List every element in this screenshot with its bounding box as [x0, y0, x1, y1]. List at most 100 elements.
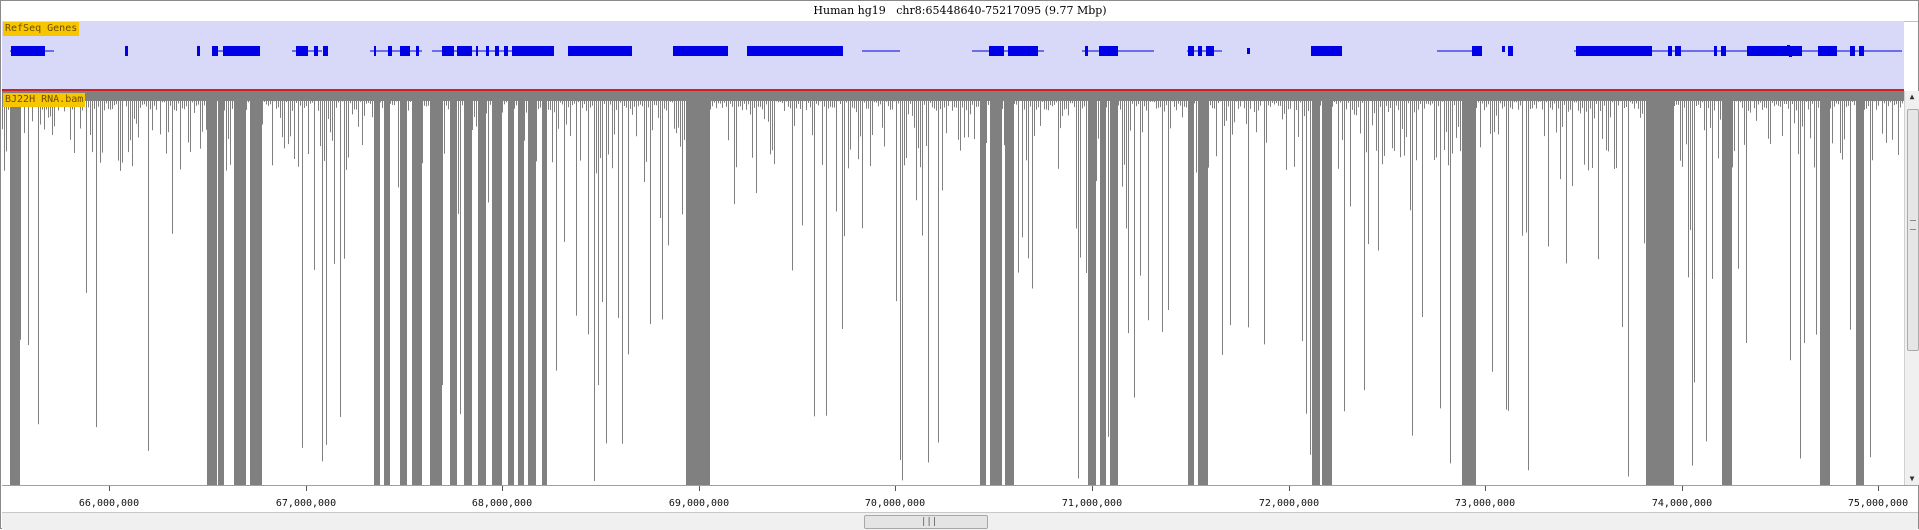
- title-bar: Human hg19 chr8:65448640-75217095 (9.77 …: [2, 2, 1918, 22]
- coordinate-ruler: 66,000,000 67,000,000 68,000,000 69,000,000…: [2, 485, 1918, 513]
- gene-exon: [1668, 46, 1672, 56]
- ruler-tick-label: 71,000,000: [1061, 498, 1123, 509]
- ruler-tick-label: 69,000,000: [668, 498, 730, 509]
- gene-exon: [504, 46, 508, 56]
- gene-exon: [416, 46, 419, 56]
- coverage-dense-region: [1462, 91, 1476, 485]
- coverage-dense-region: [518, 91, 524, 485]
- coverage-dense-region: [990, 91, 1002, 485]
- ruler-tick: [306, 486, 307, 491]
- gene-exon: [495, 46, 499, 56]
- gene-exon: [1576, 46, 1652, 56]
- coverage-dense-region: [980, 91, 986, 485]
- coverage-dense-region: [450, 91, 457, 485]
- ruler-tick-label: 73,000,000: [1454, 498, 1516, 509]
- grip-icon: |||: [921, 517, 938, 527]
- coverage-histogram: [2, 91, 1904, 485]
- gene-exon: [486, 46, 489, 56]
- ruler-tick-label: 74,000,000: [1651, 498, 1713, 509]
- ruler-tick-label: 68,000,000: [471, 498, 533, 509]
- gene-exon: [1850, 46, 1855, 56]
- coverage-dense-region: [1722, 91, 1732, 485]
- gene-exon: [1508, 46, 1513, 56]
- gene-exon: [1747, 46, 1802, 56]
- gene-exon: [1818, 46, 1837, 56]
- ruler-tick: [699, 486, 700, 491]
- coverage-dense-region: [492, 91, 502, 485]
- horizontal-scrollbar[interactable]: |||: [2, 512, 1918, 530]
- locus-title: Human hg19 chr8:65448640-75217095 (9.77 …: [813, 4, 1107, 17]
- gene-exon: [11, 46, 45, 56]
- gene-exon: [1188, 46, 1194, 56]
- gene-exon: [1472, 46, 1482, 56]
- coverage-dense-region: [542, 91, 547, 485]
- coverage-dense-region: [374, 91, 380, 485]
- ruler-tick: [895, 486, 896, 491]
- arrow-up-icon[interactable]: ▲: [1909, 92, 1915, 101]
- gene-exon: [1311, 46, 1342, 56]
- coverage-track-label[interactable]: BJ22H RNA.bam: [3, 93, 86, 107]
- refseq-genes-track[interactable]: RefSeq Genes: [2, 21, 1904, 91]
- coverage-dense-region: [10, 91, 20, 485]
- gene-exon: [388, 46, 392, 56]
- vertical-scroll-thumb[interactable]: [1907, 109, 1919, 351]
- gene-exon: [1198, 46, 1202, 56]
- gene-exon: [1085, 46, 1088, 56]
- ruler-tick-label: 70,000,000: [864, 498, 926, 509]
- gene-features: [10, 45, 1902, 57]
- coverage-dense-region: [464, 91, 472, 485]
- coverage-dense-region: [412, 91, 422, 485]
- gene-exon: [1721, 46, 1726, 56]
- gene-exon: [197, 46, 200, 56]
- grip-icon: [1910, 220, 1916, 230]
- gene-exon: [1206, 46, 1214, 56]
- gene-exon: [223, 46, 260, 56]
- gene-exon: [457, 46, 472, 56]
- vertical-scrollbar[interactable]: ▲ ▼: [1904, 91, 1919, 485]
- ruler-tick: [1485, 486, 1486, 491]
- ruler-tick: [109, 486, 110, 491]
- gene-exon: [1859, 46, 1864, 56]
- gene-exon: [1099, 46, 1118, 56]
- coverage-dense-region: [430, 91, 442, 485]
- gene-exon: [212, 46, 218, 56]
- arrow-down-icon[interactable]: ▼: [1909, 474, 1915, 483]
- coverage-dense-region: [1005, 91, 1014, 485]
- ruler-tick: [1878, 486, 1879, 491]
- coverage-dense-region: [250, 91, 262, 485]
- gene-exon: [314, 46, 318, 56]
- ruler-tick-label: 66,000,000: [78, 498, 140, 509]
- coverage-dense-region: [218, 91, 224, 485]
- ruler-tick: [502, 486, 503, 491]
- gene-exon: [296, 46, 308, 56]
- gene-exon: [747, 46, 843, 56]
- gene-exon: [1008, 46, 1038, 56]
- coverage-dense-region: [1820, 91, 1830, 485]
- gene-exon: [1247, 48, 1250, 54]
- coverage-dense-region: [234, 91, 246, 485]
- coverage-dense-region: [384, 91, 390, 485]
- genes-track-label[interactable]: RefSeq Genes: [3, 22, 80, 36]
- ruler-tick: [1289, 486, 1290, 491]
- gene-exon: [989, 46, 1004, 56]
- gene-exon: [1789, 51, 1792, 57]
- gene-exon: [1714, 46, 1717, 56]
- ruler-tick-label: 72,000,000: [1258, 498, 1320, 509]
- coverage-dense-region: [1188, 91, 1194, 485]
- gene-exon: [374, 46, 376, 56]
- coverage-dense-region: [1312, 91, 1320, 485]
- gene-exon: [476, 46, 478, 56]
- gene-exon: [1787, 45, 1790, 51]
- coverage-track[interactable]: BJ22H RNA.bam: [2, 91, 1904, 485]
- gene-exon: [125, 46, 128, 56]
- gene-exon: [673, 46, 728, 56]
- gene-exon: [442, 46, 454, 56]
- ruler-tick-label: 75,000,000: [1847, 498, 1909, 509]
- horizontal-scroll-thumb[interactable]: |||: [864, 515, 988, 529]
- gene-exon: [568, 46, 632, 56]
- ruler-tick: [1092, 486, 1093, 491]
- gene-exon: [1502, 46, 1505, 52]
- coverage-dense-region: [508, 91, 514, 485]
- coverage-dense-region: [1198, 91, 1208, 485]
